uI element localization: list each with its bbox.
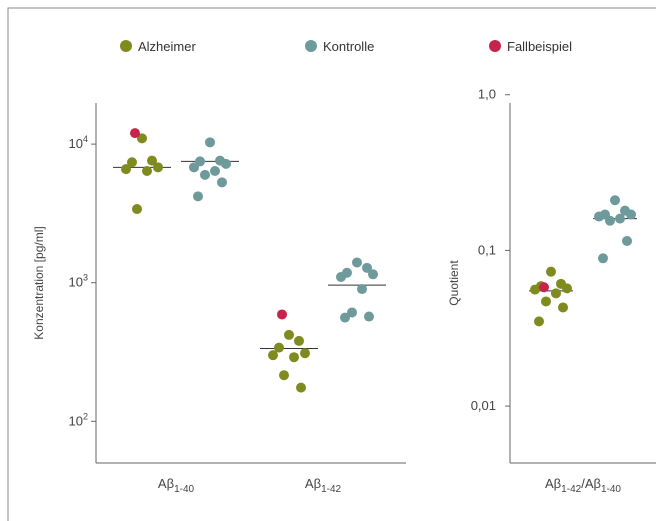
data-point-alzheimer — [289, 352, 299, 363]
legend-label-kontrolle: Kontrolle — [323, 39, 374, 54]
data-point-kontrolle — [340, 312, 350, 323]
data-point-alzheimer — [562, 283, 572, 294]
data-point-alzheimer — [274, 342, 284, 353]
y-tick-label: 104 — [69, 134, 88, 151]
right-y-axis-label: Quotient — [447, 260, 461, 306]
data-point-alzheimer — [268, 350, 278, 361]
data-point-kontrolle — [347, 307, 357, 318]
legend-label-alzheimer: Alzheimer — [138, 39, 196, 54]
data-point-kontrolle — [352, 257, 362, 268]
legend: Alzheimer Kontrolle Fallbeispiel — [120, 39, 572, 54]
data-point-kontrolle — [205, 137, 215, 148]
data-point-kontrolle — [217, 177, 227, 188]
left-y-ticks: 102 103 104 — [69, 134, 96, 428]
data-point-alzheimer — [153, 162, 163, 173]
data-point-alzheimer — [541, 296, 551, 307]
data-point-kontrolle — [357, 284, 367, 295]
x-category-label: Aβ1-42/Aβ1-40 — [545, 476, 621, 495]
legend-marker-kontrolle — [305, 40, 317, 52]
right-data-marks — [529, 195, 637, 327]
right-chart: Quotient 0,01 0,1 1,0 Aβ1-42/Aβ1-40 — [447, 87, 656, 495]
data-point-kontrolle — [594, 211, 604, 222]
data-point-alzheimer — [530, 284, 540, 295]
data-point-alzheimer — [147, 155, 157, 166]
data-point-kontrolle — [362, 262, 372, 273]
data-point-kontrolle — [193, 191, 203, 202]
data-point-fallbeispiel — [539, 282, 549, 293]
data-point-alzheimer — [546, 266, 556, 277]
data-point-alzheimer — [142, 165, 152, 176]
legend-marker-alzheimer — [120, 40, 132, 52]
data-point-alzheimer — [132, 204, 142, 215]
data-point-kontrolle — [605, 215, 615, 226]
data-point-alzheimer — [279, 370, 289, 381]
y-tick-label: 0,01 — [471, 398, 496, 413]
data-point-kontrolle — [336, 271, 346, 282]
data-point-kontrolle — [210, 165, 220, 176]
data-point-kontrolle — [221, 158, 231, 169]
data-point-kontrolle — [364, 311, 374, 322]
data-point-fallbeispiel — [130, 128, 140, 139]
right-x-categories: Aβ1-42/Aβ1-40 — [545, 476, 621, 495]
data-point-kontrolle — [615, 213, 625, 224]
left-y-axis-label: Konzentration [pg/ml] — [32, 226, 46, 339]
x-category-label: Aβ1-42 — [305, 476, 342, 495]
data-point-kontrolle — [189, 162, 199, 173]
data-point-alzheimer — [294, 335, 304, 346]
figure-frame — [7, 7, 656, 521]
y-tick-label: 102 — [69, 411, 88, 428]
data-point-alzheimer — [534, 316, 544, 327]
data-point-kontrolle — [598, 253, 608, 264]
data-point-fallbeispiel — [277, 309, 287, 320]
y-tick-label: 103 — [69, 273, 88, 290]
legend-marker-fallbeispiel — [489, 40, 501, 52]
data-point-alzheimer — [296, 382, 306, 393]
data-point-alzheimer — [121, 164, 131, 175]
y-tick-label: 0,1 — [478, 242, 496, 257]
data-point-kontrolle — [622, 235, 632, 246]
data-point-alzheimer — [551, 288, 561, 299]
left-x-categories: Aβ1-40 Aβ1-42 — [158, 476, 342, 495]
y-tick-label: 1,0 — [478, 87, 496, 102]
data-point-alzheimer — [300, 348, 310, 359]
data-point-alzheimer — [558, 302, 568, 313]
data-point-kontrolle — [610, 195, 620, 206]
left-data-marks — [113, 128, 386, 393]
legend-label-fallbeispiel: Fallbeispiel — [507, 39, 572, 54]
data-point-kontrolle — [200, 169, 210, 180]
x-category-label: Aβ1-40 — [158, 476, 195, 495]
data-point-alzheimer — [127, 157, 137, 168]
data-point-alzheimer — [284, 329, 294, 340]
data-point-kontrolle — [368, 269, 378, 280]
data-point-alzheimer — [137, 133, 147, 144]
right-y-ticks: 0,01 0,1 1,0 — [471, 87, 510, 413]
data-point-kontrolle — [626, 209, 636, 220]
